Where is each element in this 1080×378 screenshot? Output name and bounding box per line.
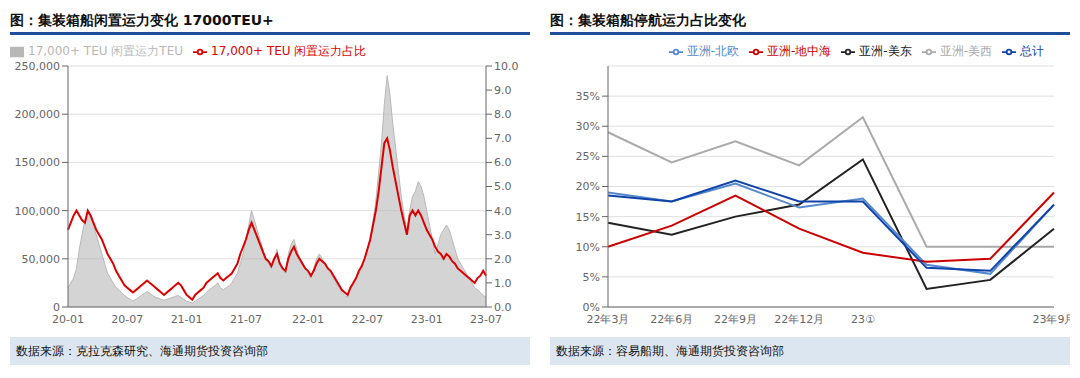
html-text:17,000+ TEU 闲置运力占比: 17,000+ TEU 闲置运力占比 <box>211 44 367 58</box>
svg-text:23年9月: 23年9月 <box>1033 313 1071 326</box>
svg-text:10.0: 10.0 <box>494 60 519 73</box>
svg-text:4.0: 4.0 <box>494 205 512 218</box>
svg-text:7.0: 7.0 <box>494 132 512 145</box>
svg-text:15%: 15% <box>576 211 600 224</box>
svg-text:30%: 30% <box>576 120 600 133</box>
svg-text:5%: 5% <box>583 271 600 284</box>
html-text:数据来源：容易船期、海通期货投资咨询部: 数据来源：容易船期、海通期货投资咨询部 <box>556 344 784 358</box>
svg-text:8.0: 8.0 <box>494 108 512 121</box>
svg-text:20%: 20% <box>576 180 600 193</box>
svg-text:20-01: 20-01 <box>52 313 84 326</box>
svg-text:0%: 0% <box>583 301 600 314</box>
svg-text:5.0: 5.0 <box>494 180 512 193</box>
svg-text:22年6月: 22年6月 <box>650 313 693 326</box>
svg-text:23-07: 23-07 <box>470 313 502 326</box>
html-text:17,000+ TEU 闲置运力TEU: 17,000+ TEU 闲置运力TEU <box>28 44 184 58</box>
html-text:总计: 总计 <box>1020 44 1044 58</box>
html-text:亚洲-北欧: 亚洲-北欧 <box>686 44 739 58</box>
html-text:亚洲-美东: 亚洲-美东 <box>859 44 912 58</box>
svg-text:22年12月: 22年12月 <box>774 313 824 326</box>
svg-text:10%: 10% <box>576 241 600 254</box>
svg-text:0.0: 0.0 <box>494 301 512 314</box>
svg-text:23-01: 23-01 <box>411 313 443 326</box>
svg-text:21-01: 21-01 <box>171 313 203 326</box>
svg-text:35%: 35% <box>576 90 600 103</box>
svg-text:23①: 23① <box>851 313 875 326</box>
svg-text:2.0: 2.0 <box>494 253 512 266</box>
svg-text:22年9月: 22年9月 <box>714 313 757 326</box>
svg-text:0: 0 <box>53 301 60 314</box>
svg-text:3.0: 3.0 <box>494 229 512 242</box>
svg-text:21-07: 21-07 <box>230 313 262 326</box>
svg-text:250,000: 250,000 <box>15 60 61 73</box>
svg-text:150,000: 150,000 <box>15 156 61 169</box>
svg-text:22-07: 22-07 <box>351 313 383 326</box>
html-text:图：集装箱船闲置运力变化 17000TEU+: 图：集装箱船闲置运力变化 17000TEU+ <box>10 12 274 28</box>
svg-text:100,000: 100,000 <box>15 205 61 218</box>
svg-text:22年3月: 22年3月 <box>587 313 630 326</box>
svg-text:50,000: 50,000 <box>22 253 61 266</box>
svg-text:6.0: 6.0 <box>494 156 512 169</box>
svg-text:25%: 25% <box>576 150 600 163</box>
svg-text:1.0: 1.0 <box>494 277 512 290</box>
html-text:亚洲-地中海: 亚洲-地中海 <box>767 44 832 58</box>
svg-text:9.0: 9.0 <box>494 84 512 97</box>
html-text:数据来源：克拉克森研究、海通期货投资咨询部: 数据来源：克拉克森研究、海通期货投资咨询部 <box>16 344 268 358</box>
html-text:亚洲-美西: 亚洲-美西 <box>939 44 992 58</box>
html-text:图：集装箱船停航运力占比变化: 图：集装箱船停航运力占比变化 <box>550 12 746 28</box>
svg-text:200,000: 200,000 <box>15 108 61 121</box>
svg-text:22-01: 22-01 <box>292 313 324 326</box>
svg-text:20-07: 20-07 <box>111 313 143 326</box>
